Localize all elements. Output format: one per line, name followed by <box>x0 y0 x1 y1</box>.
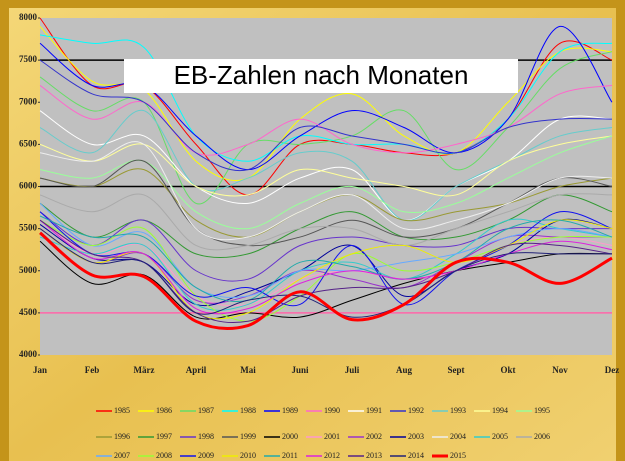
legend-label: 1994 <box>492 406 508 415</box>
series-line <box>39 135 613 197</box>
legend-label: 2001 <box>324 432 340 441</box>
y-tick-label: 4000 <box>19 349 38 359</box>
x-tick-label: Feb <box>85 365 100 375</box>
legend-label: 1986 <box>156 406 172 415</box>
series-line <box>39 215 613 303</box>
legend-label: 2008 <box>156 451 172 460</box>
legend-label: 1988 <box>240 406 256 415</box>
legend-label: 1991 <box>366 406 382 415</box>
legend-label: 2011 <box>282 451 298 460</box>
series-line <box>39 218 613 311</box>
legend-label: 2015 <box>450 451 466 460</box>
legend-label: 2000 <box>282 432 298 441</box>
series-line <box>39 141 613 241</box>
y-tick-label: 7500 <box>19 54 38 64</box>
legend-label: 2010 <box>240 451 256 460</box>
x-tick-label: Juli <box>345 365 360 375</box>
y-tick-label: 6000 <box>19 181 38 191</box>
series-line <box>39 202 613 298</box>
series-line <box>39 231 613 330</box>
x-tick-label: Mai <box>240 365 256 375</box>
legend-label: 2009 <box>198 451 214 460</box>
series-line <box>39 228 612 318</box>
series-line <box>39 193 613 251</box>
x-tick-label: Dez <box>605 365 620 375</box>
legend-label: 1993 <box>450 406 466 415</box>
legend-label: 2005 <box>492 432 508 441</box>
legend-label: 1989 <box>282 406 298 415</box>
y-tick-label: 7000 <box>19 96 38 106</box>
y-tick-label: 4500 <box>19 307 38 317</box>
x-tick-label: Nov <box>552 365 568 375</box>
legend-label: 1997 <box>156 432 172 441</box>
legend-label: 1985 <box>114 406 130 415</box>
x-tick-label: Juni <box>291 365 309 375</box>
legend-label: 1987 <box>198 406 214 415</box>
title-box <box>124 59 518 93</box>
legend-label: 2012 <box>324 451 340 460</box>
legend-label: 2004 <box>450 432 466 441</box>
legend-label: 1996 <box>114 432 130 441</box>
legend-label: 1995 <box>534 406 550 415</box>
x-tick-label: April <box>186 365 207 375</box>
legend-label: 2006 <box>534 432 550 441</box>
y-tick-label: 6500 <box>19 138 38 148</box>
chart-title: EB-Zahlen nach Monaten <box>174 60 469 90</box>
y-tick-label: 8000 <box>19 12 38 22</box>
series-line <box>39 110 613 221</box>
y-tick-label: 5000 <box>19 265 38 275</box>
legend-label: 1999 <box>240 432 256 441</box>
legend-label: 2014 <box>408 451 424 460</box>
x-tick-label: März <box>134 365 155 375</box>
legend-label: 2002 <box>366 432 382 441</box>
legend-label: 1998 <box>198 432 214 441</box>
x-tick-label: Okt <box>500 365 515 375</box>
series-line <box>39 34 613 162</box>
x-tick-label: Jan <box>33 365 47 375</box>
legend-label: 1992 <box>408 406 424 415</box>
legend-label: 2013 <box>366 451 382 460</box>
series-line <box>39 59 613 172</box>
y-tick-label: 5500 <box>19 223 38 233</box>
legend-label: 2003 <box>408 432 424 441</box>
x-tick-label: Sept <box>447 365 464 375</box>
x-tick-label: Aug <box>396 365 413 375</box>
legend-label: 1990 <box>324 406 340 415</box>
legend-label: 2007 <box>114 451 130 460</box>
